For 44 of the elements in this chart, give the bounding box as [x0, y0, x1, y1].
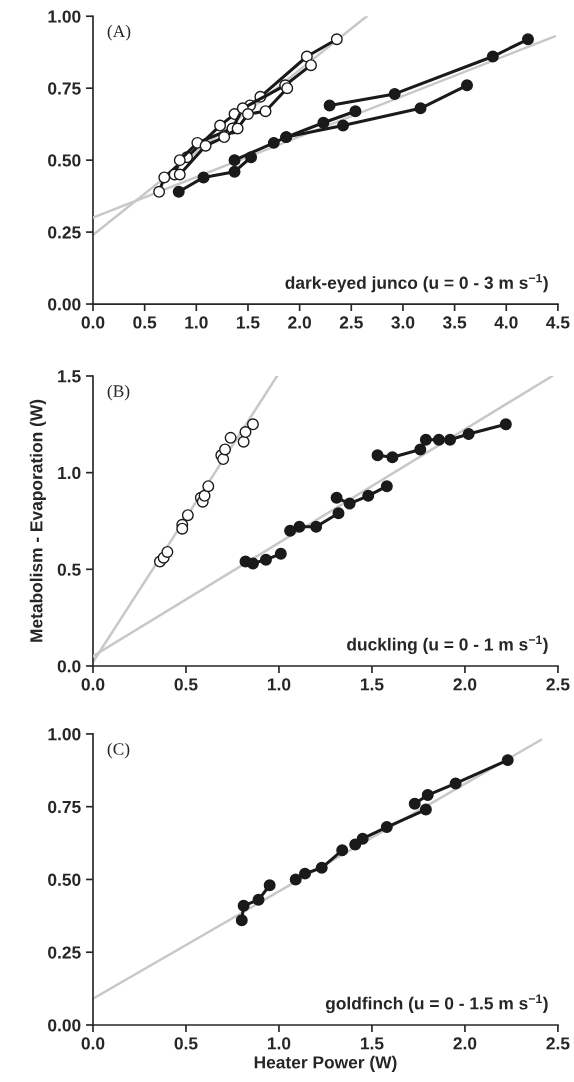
x-tick-label: 1.0: [267, 1037, 291, 1050]
annotation: duckling (u = 0 - 1 m s$^{−1}$): [347, 635, 548, 655]
x-tick-label: 4.0: [494, 316, 518, 329]
x-tick-label: 2.0: [453, 678, 477, 691]
annotation: goldfinch (u = 0 - 1.5 m s$^{−1}$): [325, 994, 548, 1014]
x-tick-label: 0.0: [81, 1037, 105, 1050]
x-tick-label: 2.0: [453, 1037, 477, 1050]
x-tick-label: 0.5: [174, 678, 198, 691]
x-tick-label: 0.5: [174, 1037, 198, 1050]
y-tick-label: 0.50: [48, 873, 81, 886]
x-tick-label: 3.5: [442, 316, 467, 329]
y-tick-label: 1.0: [58, 466, 81, 480]
x-tick-label: 0.5: [133, 316, 157, 329]
x-axis-title: Heater Power (W): [254, 1055, 397, 1072]
x-tick-label: 4.5: [546, 316, 570, 329]
y-tick-label: 1.5: [58, 370, 81, 383]
y-tick-label: 0.0: [57, 660, 81, 673]
x-tick-label: 0.0: [81, 678, 105, 691]
annotation: dark-eyed junco (u = 0 - 3 m s$^{−1}$): [285, 273, 548, 293]
x-tick-label: 2.0: [288, 316, 311, 329]
y-tick-label: 0.75: [48, 800, 81, 814]
y-tick-label: 0.5: [57, 563, 81, 576]
x-tick-label: 2.5: [546, 678, 570, 691]
x-tick-label: 2.5: [546, 1037, 570, 1050]
x-tick-label: 1.5: [360, 1037, 384, 1050]
x-tick-label: 1.0: [267, 678, 291, 691]
x-tick-label: 1.5: [360, 678, 384, 691]
y-axis-title: Metabolism - Evaporation (W): [29, 399, 46, 642]
y-tick-label: 1.00: [48, 10, 81, 23]
y-tick-label: 0.75: [48, 82, 81, 95]
x-tick-label: 3.0: [391, 316, 415, 329]
x-tick-label: 0.0: [81, 316, 105, 329]
x-tick-label: 1.0: [185, 316, 208, 329]
y-tick-label: 0.50: [48, 154, 81, 167]
y-tick-label: 0.00: [48, 1019, 81, 1032]
y-tick-label: 0.25: [48, 226, 81, 239]
y-tick-label: 0.00: [48, 298, 81, 311]
annotation: (A): [107, 24, 131, 41]
x-tick-label: 1.5: [237, 316, 260, 329]
x-tick-label: 2.5: [339, 316, 363, 329]
y-tick-label: 1.00: [48, 728, 81, 741]
annotation: (C): [107, 742, 130, 759]
y-tick-label: 0.25: [48, 946, 81, 959]
annotation: (B): [107, 384, 130, 401]
